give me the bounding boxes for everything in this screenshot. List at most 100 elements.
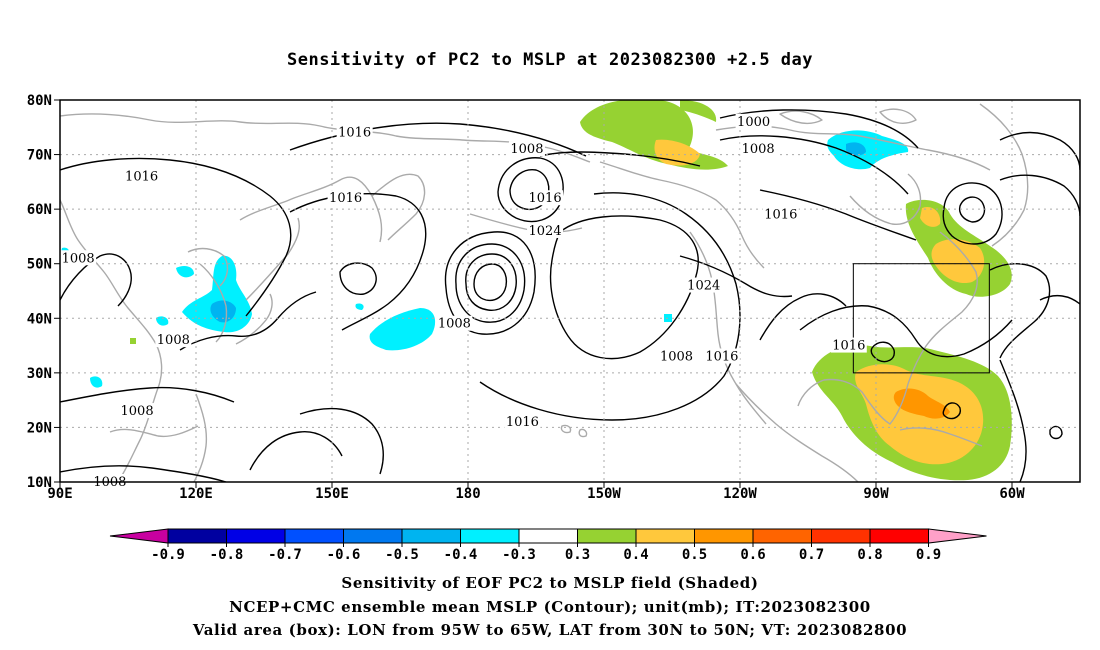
contour-us-1016-loop bbox=[870, 341, 895, 363]
contour-pacific-low-ring-1 bbox=[473, 263, 508, 302]
contour-label-bg bbox=[336, 124, 373, 140]
lat-label: 50N bbox=[27, 257, 52, 273]
contour-high-1024-inner bbox=[549, 215, 699, 360]
colorbar-label: 0.8 bbox=[857, 547, 882, 563]
lon-label: 120E bbox=[179, 486, 213, 502]
contour-label: 1016 bbox=[705, 349, 738, 364]
contour-label: 1016 bbox=[832, 339, 865, 354]
grid-lines bbox=[60, 100, 1080, 482]
colorbar-label: 0.9 bbox=[916, 547, 941, 563]
colorbar-label: 0.6 bbox=[740, 547, 765, 563]
contour-atlantic-south bbox=[999, 359, 1027, 482]
contour-high-1024-east bbox=[679, 255, 793, 298]
contour-arctic-1016 bbox=[289, 122, 587, 157]
contour-label-bg bbox=[685, 277, 722, 293]
colorbar-segment bbox=[167, 528, 227, 544]
contour-label: 1008 bbox=[510, 142, 543, 157]
contour-greenland-ring bbox=[942, 182, 1003, 245]
contour-label-bg bbox=[155, 332, 192, 348]
colorbar-label: -0.9 bbox=[151, 547, 185, 563]
lon-label: 90W bbox=[863, 486, 889, 502]
contour-north-america-1008 bbox=[719, 135, 909, 195]
contour-label-bg bbox=[830, 337, 867, 353]
colorbar-high-arrow bbox=[928, 528, 987, 544]
colorbar-label: 0.7 bbox=[799, 547, 824, 563]
contour-label: 1016 bbox=[529, 191, 562, 206]
contour-label: 1016 bbox=[764, 208, 797, 223]
contour-label-bg bbox=[527, 190, 564, 206]
colorbar-segment bbox=[284, 528, 344, 544]
contour-label-bg bbox=[740, 141, 777, 157]
contour-labels: 1016 1008 1000 1008 1016 1016 1016 1016 1024 1008… bbox=[60, 113, 867, 490]
contour-1008-asia-east bbox=[179, 291, 317, 351]
contour-label: 1016 bbox=[329, 191, 362, 206]
footer-line-2: NCEP+CMC ensemble mean MSLP (Contour); u… bbox=[229, 598, 871, 616]
coastline-mexico-pacific bbox=[735, 383, 859, 482]
colorbar-label: -0.4 bbox=[444, 547, 478, 563]
colorbar-label: -0.7 bbox=[268, 547, 302, 563]
colorbar-label: -0.6 bbox=[327, 547, 361, 563]
contour-arctic-1008 bbox=[539, 151, 701, 167]
coastline-cuba bbox=[899, 427, 983, 447]
contour-atlantic-east bbox=[1039, 294, 1080, 305]
coastline-kamchatka bbox=[371, 173, 426, 241]
shade-cyan-asia-small-4 bbox=[156, 316, 169, 326]
contour-north-america-1016 bbox=[759, 189, 917, 241]
contour-label: 1008 bbox=[62, 251, 95, 266]
colorbar-segment bbox=[577, 528, 637, 544]
contour-us-1016 bbox=[799, 305, 1013, 358]
negative-sensitivity-shading bbox=[61, 130, 909, 388]
shade-blue-hudson bbox=[846, 142, 866, 156]
lon-label: 150E bbox=[315, 486, 349, 502]
colorbar-segment bbox=[694, 528, 754, 544]
coastline-hawaii bbox=[560, 424, 588, 438]
mslp-contours bbox=[60, 109, 1080, 482]
coastline-east-us bbox=[907, 231, 978, 385]
contour-north-america-1000 bbox=[719, 109, 919, 149]
lat-label: 80N bbox=[27, 93, 52, 109]
coastline-alaska bbox=[599, 161, 765, 269]
footer-line-1: Sensitivity of EOF PC2 to MSLP field (Sh… bbox=[341, 574, 759, 592]
contour-label-bg bbox=[123, 168, 160, 184]
colorbar-segment bbox=[869, 528, 929, 544]
contour-label-bg bbox=[508, 141, 545, 157]
lon-label: 150W bbox=[587, 486, 621, 502]
lat-label: 10N bbox=[27, 475, 52, 491]
shade-green-arctic-right bbox=[680, 100, 717, 122]
colorbar-label: 0.5 bbox=[682, 547, 707, 563]
colorbar-label: -0.3 bbox=[502, 547, 536, 563]
shade-cyan-pacific bbox=[369, 308, 436, 351]
contour-small-loop-atlantic bbox=[1049, 425, 1063, 440]
footer-line-3: Valid area (box): LON from 95W to 65W, L… bbox=[192, 621, 908, 639]
colorbar-label: -0.5 bbox=[385, 547, 419, 563]
colorbar-segment bbox=[518, 528, 578, 544]
contour-caribbean-loop bbox=[942, 402, 962, 420]
colorbar-segment bbox=[752, 528, 812, 544]
page-title: Sensitivity of PC2 to MSLP at 2023082300… bbox=[286, 50, 813, 70]
contour-label: 1024 bbox=[687, 279, 720, 294]
shade-green-speck-1 bbox=[130, 338, 136, 344]
shade-cyan-hudson bbox=[827, 130, 909, 170]
contour-pacific-low-ring-3 bbox=[455, 243, 526, 323]
contour-label: 1024 bbox=[529, 224, 562, 239]
map-panel: 1016 1008 1000 1008 1016 1016 1016 1016 1024 1008… bbox=[27, 93, 1081, 502]
colorbar-segment bbox=[635, 528, 695, 544]
colorbar-segment bbox=[343, 528, 403, 544]
contour-label: 1008 bbox=[157, 333, 190, 348]
contour-1016-tropics bbox=[299, 407, 384, 475]
valid-area-box bbox=[852, 263, 990, 374]
coastline-korea bbox=[199, 263, 228, 343]
contour-label-bg bbox=[658, 348, 695, 364]
contour-atlantic-1016 bbox=[989, 263, 1051, 359]
coastline-hudson-bay bbox=[849, 173, 922, 225]
colorbar: -0.9 -0.8 -0.7 -0.6 -0.5 -0.4 -0.3 0.3 0.4 0.5 0.6… bbox=[109, 528, 987, 563]
contour-greenland-east bbox=[999, 131, 1080, 171]
contour-label: 1008 bbox=[742, 142, 775, 157]
contour-label-bg bbox=[327, 190, 364, 206]
contour-1016-west-pacific bbox=[60, 157, 292, 317]
coastline-greenland bbox=[979, 103, 1029, 247]
colorbar-label: 0.3 bbox=[565, 547, 590, 563]
coastline-philippines bbox=[193, 393, 208, 482]
